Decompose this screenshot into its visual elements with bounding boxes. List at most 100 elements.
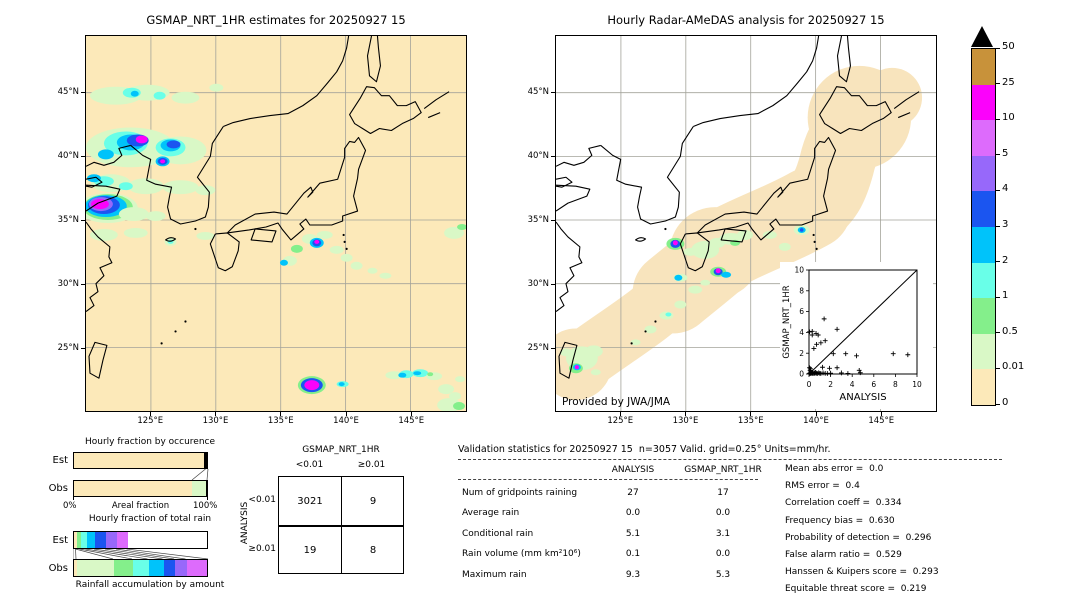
- coastline: [819, 86, 892, 135]
- lon-tick-label: 145°E: [868, 416, 895, 426]
- left-map-title: GSMAP_NRT_1HR estimates for 20250927 15: [146, 13, 406, 27]
- contingency-col-label-ge: ≥0.01: [357, 460, 386, 470]
- precip-cell: [118, 182, 133, 191]
- coastline: [556, 176, 591, 212]
- colorbar-segment: [972, 120, 995, 156]
- score-row: Mean abs error = 0.0: [785, 464, 884, 474]
- connector-line: [79, 549, 133, 559]
- coastline: [600, 126, 694, 225]
- islet: [174, 330, 177, 333]
- coastline: [693, 36, 820, 128]
- lon-tick-label: 125°E: [137, 416, 164, 426]
- stat-gsmap-value: 3.1: [715, 528, 731, 539]
- totalrain-est-label: Est: [52, 535, 68, 546]
- scatter-point: [830, 351, 836, 357]
- colorbar-overflow-triangle: [971, 26, 993, 47]
- islet: [160, 342, 163, 345]
- scatter-point: [815, 332, 821, 338]
- colorbar: [971, 48, 996, 406]
- bar-segment: [186, 560, 207, 576]
- colorbar-tick-label: 5: [1002, 147, 1009, 159]
- stat-analysis-value: 9.3: [625, 569, 641, 580]
- contingency-table: 3021 9 19 8: [278, 476, 404, 574]
- precip-cell: [304, 380, 320, 391]
- bar-segment: [133, 560, 149, 576]
- lat-tick: [551, 283, 555, 285]
- islet: [813, 240, 816, 243]
- svg-text:8: 8: [799, 286, 804, 295]
- contingency-cell: 8: [369, 544, 377, 556]
- contingency-col-label-lt: <0.01: [295, 460, 324, 470]
- precip-cell: [762, 230, 777, 239]
- colorbar-tick: [996, 332, 1000, 334]
- lat-tick-label: 40°N: [527, 151, 549, 161]
- gsmap-map-canvas: [86, 36, 466, 411]
- precip-cell: [89, 228, 118, 241]
- lat-tick-label: 35°N: [57, 215, 79, 225]
- lon-tick: [345, 412, 347, 416]
- coastline: [556, 144, 601, 167]
- score-row: RMS error = 0.4: [785, 481, 860, 492]
- colorbar-tick-label: 4: [1002, 183, 1009, 195]
- score-row: Probability of detection = 0.296: [785, 532, 932, 543]
- connector-line: [75, 549, 114, 559]
- precip-cell: [453, 402, 465, 411]
- score-row: Equitable threat score = 0.219: [785, 584, 927, 595]
- lat-tick-label: 30°N: [527, 279, 549, 289]
- inset-ylabel: GSMAP_NRT_1HR: [782, 285, 792, 358]
- scatter-point: [808, 366, 814, 372]
- totalrain-obs-label: Obs: [48, 563, 68, 574]
- coastline: [836, 36, 851, 83]
- stat-row-label: Num of gridpoints raining: [462, 488, 578, 498]
- validation-header: Validation statistics for 20250927 15 n=…: [458, 444, 831, 455]
- colorbar-tick-label: 0: [1002, 397, 1009, 408]
- precip-cell: [778, 242, 791, 251]
- scatter-point: [814, 341, 819, 347]
- lat-tick-label: 45°N: [57, 87, 79, 97]
- precip-cell: [644, 325, 657, 334]
- occurrence-axis-100: 100%: [193, 501, 218, 511]
- lon-tick-label: 135°E: [737, 416, 764, 426]
- coastline: [423, 91, 450, 119]
- bar-segment: [74, 560, 77, 576]
- bar-segment: [117, 532, 128, 548]
- precip-cell: [721, 271, 732, 278]
- colorbar-tick: [996, 403, 1000, 405]
- precip-cell: [674, 274, 683, 281]
- colorbar-segment: [972, 49, 995, 85]
- inset-scatter: 0 2 4 6 8 10 0 2 4 6 8 10 ANALYSIS GSMAP_NRT_1HR: [780, 262, 933, 409]
- connector-line: [206, 469, 209, 480]
- lat-tick: [81, 283, 85, 285]
- precip-cell: [329, 245, 344, 254]
- coastline: [696, 136, 837, 241]
- precip-cell: [290, 244, 303, 253]
- colorbar-segment: [972, 155, 995, 192]
- right-map-title: Hourly Radar-AMeDAS analysis for 2025092…: [607, 13, 885, 27]
- lon-tick-label: 135°E: [267, 416, 294, 426]
- precip-cell: [316, 230, 333, 239]
- coastline: [558, 341, 578, 379]
- bar-segment: [114, 560, 133, 576]
- precip-cell: [162, 180, 199, 195]
- lat-tick: [81, 347, 85, 349]
- islet: [630, 342, 633, 345]
- scatter-point: [816, 370, 822, 376]
- radar-map-canvas: [556, 36, 936, 411]
- colorbar-segment: [972, 191, 995, 227]
- colorbar-segment: [972, 298, 995, 334]
- lat-tick: [81, 155, 85, 157]
- scatter-point: [827, 365, 832, 371]
- bar-segment: [206, 481, 207, 496]
- lat-tick: [551, 347, 555, 349]
- colorbar-tick-label: 50: [1002, 41, 1015, 52]
- svg-text:2: 2: [828, 380, 833, 389]
- precip-cell: [385, 371, 404, 380]
- coastline: [86, 221, 113, 312]
- precip-cell: [209, 83, 224, 92]
- stat-analysis-value: 0.0: [625, 508, 641, 519]
- precip-cell: [574, 365, 579, 370]
- totalrain-est-bar: [73, 531, 208, 549]
- precip-cell: [166, 140, 181, 149]
- lon-tick: [685, 412, 686, 416]
